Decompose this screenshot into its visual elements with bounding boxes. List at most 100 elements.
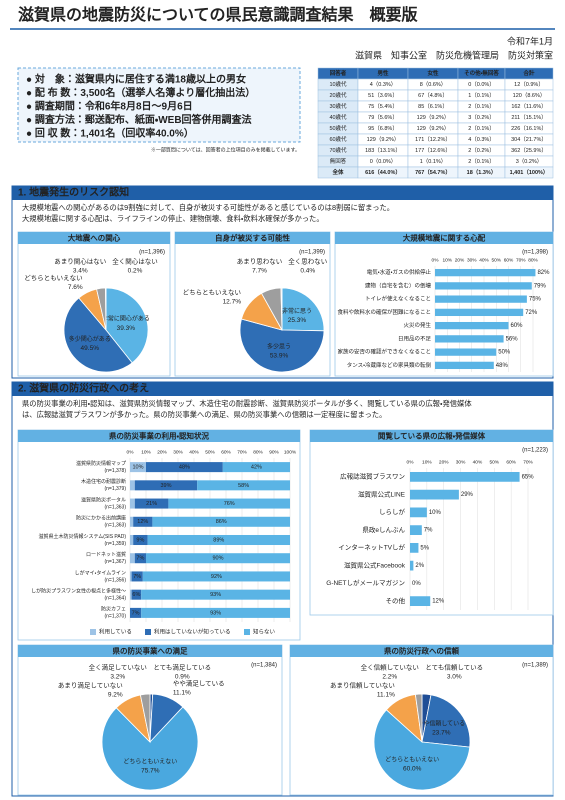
value-label: 82% bbox=[537, 270, 550, 276]
bar-segment bbox=[130, 553, 135, 564]
bar bbox=[410, 471, 520, 482]
table-text: 129（9.2%） bbox=[417, 114, 450, 121]
sample-size: (n=1,399) bbox=[299, 250, 325, 256]
x-tick-label: 40% bbox=[479, 257, 489, 263]
slice-value: 39.3% bbox=[117, 325, 136, 332]
sample-size: (n=1,398) bbox=[522, 250, 548, 256]
x-tick-label: 40% bbox=[189, 449, 199, 455]
legend-label: 利用はしていないが知っている bbox=[154, 627, 231, 635]
sample-size: (n=1,363) bbox=[104, 504, 126, 510]
bar-segment bbox=[152, 516, 290, 527]
table-header: その他・無回答 bbox=[464, 69, 499, 77]
bar-segment bbox=[134, 553, 146, 564]
slice-value: 0.4% bbox=[300, 268, 315, 275]
x-tick-label: 70% bbox=[523, 459, 533, 465]
table-text: 767（54.7%） bbox=[415, 168, 451, 176]
table-text: 2（0.1%） bbox=[468, 125, 495, 132]
category-label: 電気・水道・ガスの供給停止 bbox=[367, 268, 432, 276]
segment-label: 76% bbox=[224, 501, 235, 507]
panel-title: 大地震への関心 bbox=[68, 232, 121, 242]
slice-value: 7.6% bbox=[68, 284, 83, 291]
x-tick-label: 70% bbox=[516, 257, 526, 263]
segment-label: 12% bbox=[137, 519, 148, 525]
category-label: しが防災プラスワン女性の視点と多様性～ bbox=[31, 587, 126, 594]
x-tick-label: 30% bbox=[467, 257, 477, 263]
sample-size: (n=1,384) bbox=[251, 663, 277, 669]
section-text: 大規模地震への関心があるのは9割強に対して、自身が被災する可能性があると感じてい… bbox=[22, 203, 394, 212]
table-text: 3（0.2%） bbox=[468, 114, 495, 121]
segment-label: 58% bbox=[238, 483, 249, 489]
category-label: 建物（自宅を含む）の倒壊 bbox=[365, 281, 432, 289]
category-label: トイレが使えなくなること bbox=[365, 295, 431, 303]
segment-label: 93% bbox=[210, 592, 221, 598]
slice-value: 3.0% bbox=[447, 674, 462, 681]
table-text: 無回答 bbox=[330, 157, 347, 165]
bar bbox=[435, 335, 504, 343]
value-label: 50% bbox=[498, 350, 511, 356]
category-label: しがマイ・タイムライン bbox=[75, 569, 126, 576]
slice-label: どちらともいえない bbox=[24, 274, 82, 282]
table-text: 4（0.3%） bbox=[370, 81, 397, 88]
category-label: 日用品の不足 bbox=[398, 335, 432, 342]
department: 滋賀県 知事公室 防災危機管理局 防災対策室 bbox=[355, 49, 553, 60]
slice-label: どちらともいえない bbox=[385, 755, 439, 763]
pie-slice bbox=[139, 693, 151, 743]
x-tick-label: 50% bbox=[489, 459, 499, 465]
panel-title: 県の防災行政への信頼 bbox=[384, 645, 459, 655]
bar-segment bbox=[130, 480, 135, 491]
legend-swatch bbox=[244, 629, 250, 635]
slice-label: とても満足している bbox=[153, 664, 211, 672]
segment-label: 90% bbox=[212, 556, 223, 562]
panel-header bbox=[18, 430, 300, 442]
table-text: 8（0.6%） bbox=[420, 81, 447, 88]
panel-title: 大規模地震に関する心配 bbox=[403, 232, 486, 242]
segment-label: 86% bbox=[216, 519, 227, 525]
slice-value: 53.9% bbox=[270, 353, 289, 360]
bar-segment bbox=[146, 553, 290, 564]
slice-label: あまり関心はない bbox=[54, 257, 106, 266]
bar bbox=[435, 268, 536, 277]
x-tick-label: 0% bbox=[127, 449, 135, 455]
x-tick-label: 90% bbox=[269, 449, 279, 455]
legend-label: 知らない bbox=[253, 627, 276, 635]
slice-value: 0.2% bbox=[128, 268, 143, 275]
slice-label: 非常に関心がある bbox=[102, 315, 150, 323]
x-tick-label: 20% bbox=[439, 459, 449, 465]
info-note: ※一部質問については、回答者の上位項目のみを掲載しています。 bbox=[151, 146, 300, 153]
table-text: 2（0.1%） bbox=[468, 158, 495, 165]
bar-segment bbox=[130, 589, 132, 600]
pie-slice bbox=[101, 706, 199, 791]
table-text: 0（0.0%） bbox=[370, 158, 397, 165]
slice-label: 非常に思う bbox=[282, 307, 312, 315]
pie-slice bbox=[105, 287, 149, 364]
segment-label: 93% bbox=[210, 610, 221, 616]
x-tick-label: 20% bbox=[455, 257, 465, 263]
x-tick-label: 40% bbox=[473, 459, 483, 465]
bar-segment bbox=[134, 480, 198, 491]
segment-label: 48% bbox=[179, 465, 190, 471]
category-label: 火災の発生 bbox=[403, 321, 431, 329]
pie-slice bbox=[239, 318, 325, 373]
bar bbox=[435, 321, 509, 330]
bar-segment bbox=[147, 534, 290, 546]
segment-label: 39% bbox=[160, 483, 171, 489]
bar-segment bbox=[130, 571, 132, 582]
table-text: 177（12.6%） bbox=[415, 147, 451, 154]
table-text: 20歳代 bbox=[329, 91, 347, 99]
table-text: 全体 bbox=[332, 168, 344, 176]
table-text: 171（12.2%） bbox=[415, 136, 451, 143]
table-text: 2（0.2%） bbox=[468, 147, 495, 154]
x-tick-label: 20% bbox=[157, 449, 167, 455]
slice-value: 25.3% bbox=[288, 317, 307, 324]
category-label: ロードネット滋賀 bbox=[86, 551, 126, 558]
panel-title: 県の防災事業への満足 bbox=[113, 645, 188, 655]
slice-label: どちらともいえない bbox=[123, 758, 177, 766]
slice-value: 2.2% bbox=[382, 674, 397, 681]
slice-label: やや信頼している bbox=[417, 719, 465, 727]
slice-value: 11.1% bbox=[173, 689, 191, 696]
sample-size: (n=1,363) bbox=[104, 523, 126, 529]
value-label: 29% bbox=[461, 492, 474, 498]
info-item: ● 回 収 数：1,401名（回収率40.0%） bbox=[26, 127, 194, 140]
category-label: 滋賀県土木防災情報システム(SIS PAD) bbox=[38, 533, 126, 540]
slice-value: 49.5% bbox=[81, 345, 100, 352]
